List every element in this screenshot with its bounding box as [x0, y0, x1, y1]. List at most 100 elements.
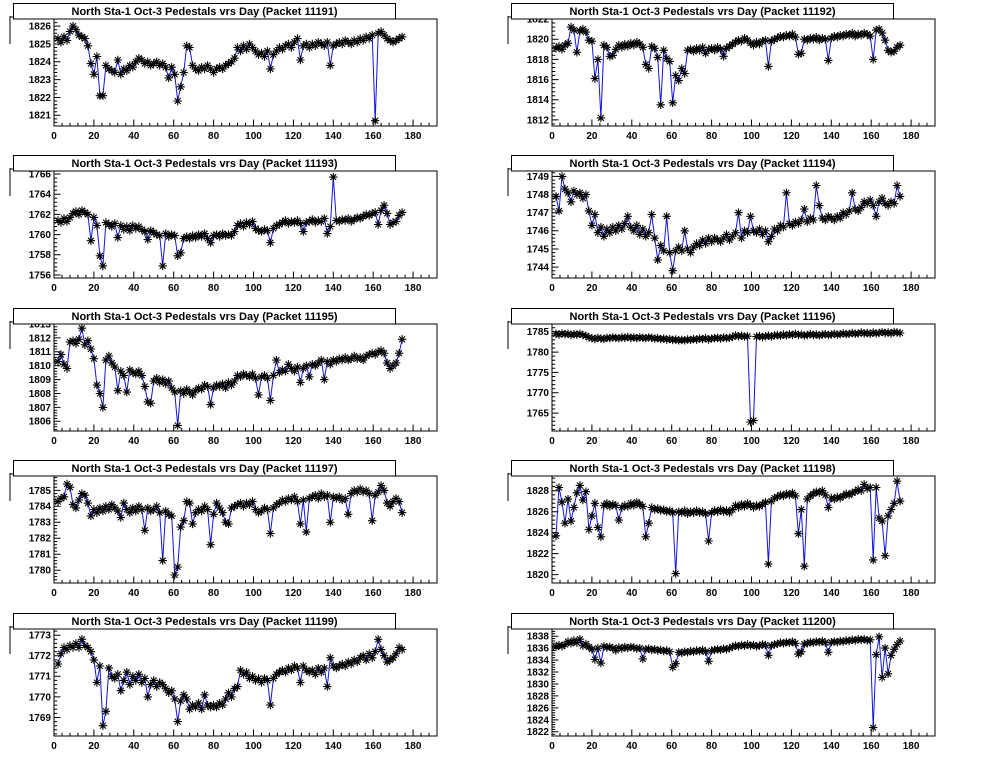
svg-text:80: 80	[706, 131, 718, 142]
svg-text:80: 80	[706, 436, 718, 447]
data-markers	[53, 323, 407, 430]
pad-border	[9, 473, 14, 502]
svg-text:120: 120	[285, 588, 302, 599]
svg-text:100: 100	[245, 588, 262, 599]
svg-text:40: 40	[626, 436, 638, 447]
svg-text:120: 120	[285, 436, 302, 447]
svg-text:100: 100	[743, 283, 760, 294]
pad-border	[9, 320, 14, 349]
svg-text:160: 160	[365, 283, 382, 294]
svg-text:1814: 1814	[527, 95, 550, 106]
plot-title-box	[13, 307, 396, 325]
svg-text:1823: 1823	[29, 75, 52, 86]
svg-text:1821: 1821	[29, 111, 52, 122]
svg-text:60: 60	[168, 283, 180, 294]
svg-text:120: 120	[285, 131, 302, 142]
svg-text:1760: 1760	[29, 230, 52, 241]
plot-title: North Sta-1 Oct-3 Pedestals vrs Day (Pac…	[72, 463, 338, 475]
svg-text:140: 140	[823, 741, 840, 752]
svg-text:1824: 1824	[527, 528, 550, 539]
svg-text:1781: 1781	[29, 550, 52, 561]
svg-text:20: 20	[88, 741, 100, 752]
pad-border	[507, 320, 512, 349]
axis-ticks	[53, 18, 438, 127]
x-axis-labels: 0 20 40 60 80 100 120 140 160 180	[51, 131, 422, 142]
svg-text:1771: 1771	[29, 671, 52, 682]
svg-text:40: 40	[128, 588, 140, 599]
plot-title: North Sta-1 Oct-3 Pedestals vrs Day (Pac…	[570, 6, 836, 18]
svg-text:160: 160	[863, 131, 880, 142]
svg-text:0: 0	[549, 588, 555, 599]
axis-ticks	[551, 326, 936, 431]
svg-text:1758: 1758	[29, 251, 52, 262]
x-axis-labels: 0 20 40 60 80 100 120 140 160 180	[549, 436, 920, 447]
svg-text:1756: 1756	[29, 271, 52, 282]
svg-text:1806: 1806	[29, 416, 52, 427]
svg-text:1813: 1813	[29, 319, 52, 330]
svg-text:80: 80	[208, 741, 220, 752]
svg-text:1747: 1747	[527, 208, 550, 219]
pad-border	[507, 625, 512, 654]
svg-text:140: 140	[325, 131, 342, 142]
svg-text:180: 180	[405, 588, 422, 599]
svg-text:1828: 1828	[527, 486, 550, 497]
svg-text:40: 40	[626, 741, 638, 752]
y-axis-labels: 1744 1745 1746 1747 1748 1749	[527, 172, 550, 274]
svg-text:80: 80	[706, 741, 718, 752]
svg-text:1812: 1812	[527, 115, 550, 126]
y-axis-labels: 1780 1781 1782 1783 1784 1785	[29, 486, 52, 577]
axis-ticks	[53, 173, 438, 279]
svg-text:180: 180	[903, 741, 920, 752]
plot-packet-11197: 1780 1781 1782 1783 1784 1785 0 20 40 60 80 100 120 1…	[9, 460, 438, 599]
svg-text:1811: 1811	[29, 347, 51, 358]
svg-text:60: 60	[666, 283, 678, 294]
x-axis-labels: 0 20 40 60 80 100 120 140 160 180	[51, 283, 422, 294]
svg-text:0: 0	[549, 283, 555, 294]
svg-text:1780: 1780	[527, 347, 550, 358]
svg-text:40: 40	[626, 588, 638, 599]
svg-text:1807: 1807	[29, 403, 52, 414]
pad-border	[9, 625, 14, 654]
svg-text:60: 60	[666, 436, 678, 447]
svg-text:0: 0	[51, 131, 57, 142]
x-axis-labels: 0 20 40 60 80 100 120 140 160 180	[549, 283, 920, 294]
svg-text:40: 40	[128, 741, 140, 752]
svg-text:1772: 1772	[29, 651, 52, 662]
svg-text:140: 140	[823, 436, 840, 447]
axis-ticks	[53, 323, 438, 431]
svg-text:120: 120	[783, 588, 800, 599]
y-axis-labels: 1806 1807 1808 1809 1810 1811 1812 1813	[29, 319, 52, 427]
svg-text:1824: 1824	[29, 57, 52, 68]
svg-text:160: 160	[365, 741, 382, 752]
svg-text:60: 60	[666, 131, 678, 142]
axis-ticks	[551, 477, 936, 584]
plot-title-box	[13, 460, 396, 477]
data-line	[555, 331, 901, 423]
x-axis-labels: 0 20 40 60 80 100 120 140 160 180	[51, 588, 422, 599]
plot-title: North Sta-1 Oct-3 Pedestals vrs Day (Pac…	[570, 311, 836, 323]
data-line	[57, 483, 403, 576]
svg-text:1810: 1810	[29, 361, 52, 372]
svg-text:20: 20	[586, 588, 598, 599]
svg-text:180: 180	[903, 131, 920, 142]
svg-text:100: 100	[245, 741, 262, 752]
plot-title-box	[13, 155, 396, 172]
plot-packet-11196: 1765 1770 1775 1780 1785 0 20 40 60 80 100 120 140 16…	[507, 307, 936, 447]
data-markers	[53, 634, 407, 730]
svg-text:180: 180	[405, 283, 422, 294]
plot-title: North Sta-1 Oct-3 Pedestals vrs Day (Pac…	[72, 311, 338, 323]
data-markers	[551, 477, 905, 578]
svg-text:140: 140	[823, 131, 840, 142]
svg-text:1820: 1820	[527, 35, 550, 46]
svg-text:40: 40	[128, 283, 140, 294]
svg-text:1769: 1769	[29, 712, 52, 723]
svg-text:140: 140	[325, 741, 342, 752]
data-line	[57, 636, 403, 726]
svg-text:40: 40	[128, 131, 140, 142]
plot-title-box	[13, 3, 396, 20]
svg-text:1782: 1782	[29, 534, 52, 545]
svg-text:20: 20	[586, 131, 598, 142]
